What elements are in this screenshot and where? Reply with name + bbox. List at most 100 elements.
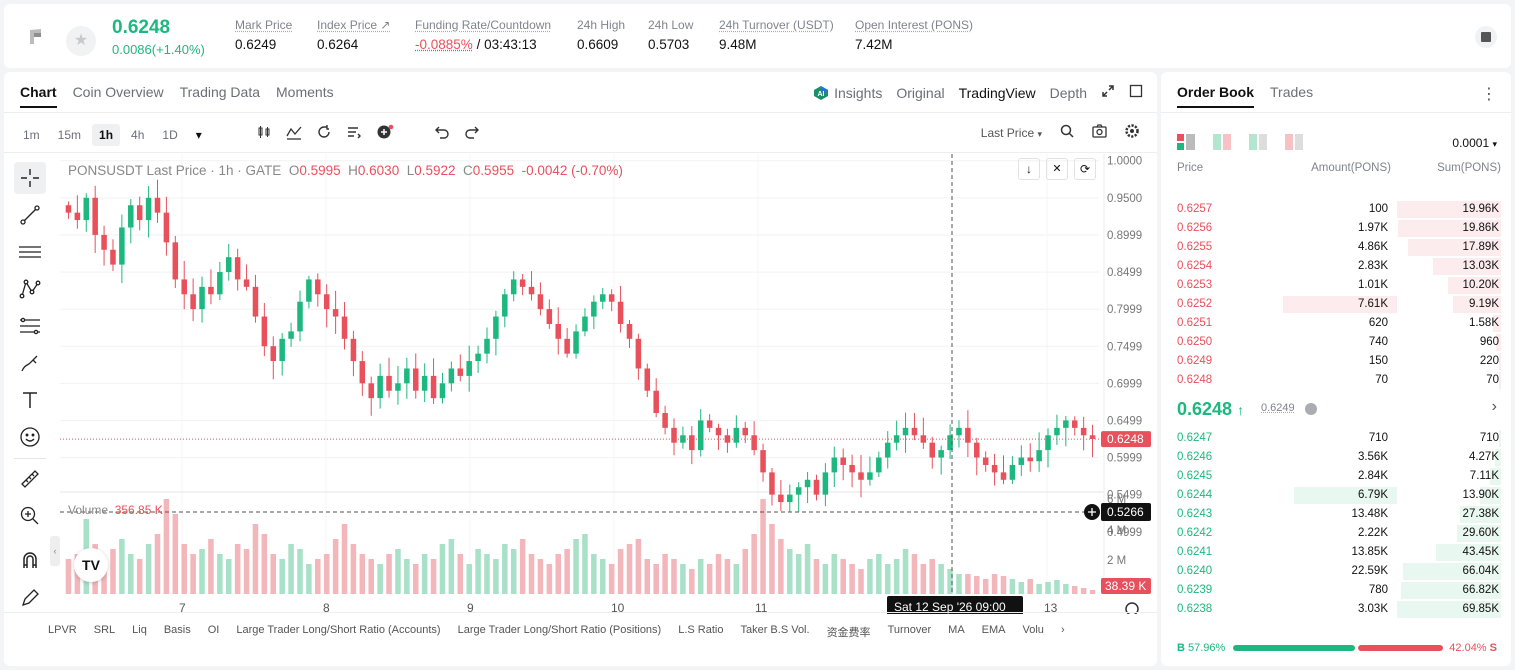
- ask-row[interactable]: 0.6254 2.83K 13.03K: [1161, 257, 1511, 276]
- emoji-tool-icon[interactable]: [14, 421, 46, 453]
- brush-tool-icon[interactable]: [14, 347, 46, 379]
- indicator-taker-vol[interactable]: Taker B.S Vol.: [740, 624, 810, 636]
- tab-order-book[interactable]: Order Book: [1177, 84, 1255, 108]
- stat-label[interactable]: Funding Rate/Countdown: [415, 18, 552, 32]
- templates-icon[interactable]: [346, 124, 362, 143]
- indicator-srl[interactable]: SRL: [93, 624, 116, 636]
- horizontal-lines-tool-icon[interactable]: [14, 236, 46, 268]
- bid-row[interactable]: 0.6244 6.79K 13.90K: [1161, 486, 1511, 505]
- trend-line-tool-icon[interactable]: [14, 199, 46, 231]
- candle-body: [697, 420, 704, 451]
- indicator-liq[interactable]: Liq: [132, 624, 147, 636]
- mark-info-icon[interactable]: [1305, 403, 1317, 415]
- bid-row[interactable]: 0.6246 3.56K 4.27K: [1161, 448, 1511, 467]
- tab-tradingview[interactable]: TradingView: [958, 84, 1036, 101]
- stat-label[interactable]: 24h Turnover (USDT): [719, 18, 834, 32]
- ask-row[interactable]: 0.6252 7.61K 9.19K: [1161, 295, 1511, 314]
- chevron-right-icon[interactable]: ›: [1060, 624, 1065, 636]
- indicators-icon[interactable]: [286, 124, 302, 143]
- pencil-lock-icon[interactable]: [14, 582, 46, 614]
- bid-row[interactable]: 0.6241 13.85K 43.45K: [1161, 543, 1511, 562]
- ask-row[interactable]: 0.6256 1.97K 19.86K: [1161, 219, 1511, 238]
- indicator-funding-rate[interactable]: 资金费率: [826, 627, 871, 639]
- price-chart[interactable]: 1.0000 0.9500 0.8999 0.8499 0.7999 0.7499 0.69…: [54, 154, 1157, 614]
- search-icon[interactable]: [1060, 124, 1074, 141]
- indicator-volume[interactable]: Volu: [1022, 624, 1044, 636]
- ask-row[interactable]: 0.6250 740 960: [1161, 333, 1511, 352]
- bid-row[interactable]: 0.6240 22.59K 66.04K: [1161, 562, 1511, 581]
- magnet-icon[interactable]: [14, 545, 46, 577]
- expand-icon[interactable]: [1101, 84, 1115, 101]
- bid-row[interactable]: 0.6238 3.03K 69.85K: [1161, 600, 1511, 619]
- indicator-lpvr[interactable]: LPVR: [48, 624, 77, 636]
- tab-original[interactable]: Original: [896, 84, 945, 101]
- mark-price-small[interactable]: 0.6249: [1261, 402, 1295, 414]
- ask-row[interactable]: 0.6248 70 70: [1161, 371, 1511, 390]
- bid-row[interactable]: 0.6247 710 710: [1161, 429, 1511, 448]
- window-icon[interactable]: [1129, 84, 1143, 101]
- stat-label[interactable]: Index Price ↗: [317, 18, 391, 32]
- tab-moments[interactable]: Moments: [276, 84, 334, 100]
- add-indicator-icon[interactable]: [376, 124, 396, 143]
- indicator-ls-ratio[interactable]: L.S Ratio: [678, 624, 724, 636]
- refresh-icon[interactable]: ⟳: [1074, 158, 1096, 180]
- camera-icon[interactable]: [1092, 124, 1107, 141]
- indicator-ls-positions[interactable]: Large Trader Long/Short Ratio (Positions…: [457, 624, 662, 636]
- ask-row[interactable]: 0.6249 150 220: [1161, 352, 1511, 371]
- undo-icon[interactable]: [434, 124, 450, 143]
- text-tool-icon[interactable]: [14, 384, 46, 416]
- indicator-ls-accounts[interactable]: Large Trader Long/Short Ratio (Accounts): [236, 624, 441, 636]
- bid-row[interactable]: 0.6245 2.84K 7.11K: [1161, 467, 1511, 486]
- bid-row[interactable]: 0.6239 780 66.82K: [1161, 581, 1511, 600]
- axis-settings-icon[interactable]: [1125, 602, 1139, 614]
- redo-icon[interactable]: [464, 124, 480, 143]
- timeframe-15m[interactable]: 15m: [57, 128, 82, 142]
- tab-chart[interactable]: Chart: [20, 84, 57, 108]
- replay-icon[interactable]: [316, 124, 332, 143]
- collapse-icon[interactable]: ✕: [1046, 158, 1068, 180]
- gear-icon[interactable]: [1125, 124, 1139, 141]
- notes-icon[interactable]: [1475, 26, 1497, 48]
- collapse-toolbar-handle[interactable]: ‹: [50, 536, 60, 566]
- favorite-star-icon[interactable]: ★: [66, 26, 96, 56]
- layout-split-icon[interactable]: [1213, 134, 1231, 150]
- price-source-select[interactable]: Last Price ▾: [980, 125, 1042, 140]
- ask-row[interactable]: 0.6253 1.01K 10.20K: [1161, 276, 1511, 295]
- fib-tool-icon[interactable]: [14, 310, 46, 342]
- pattern-tool-icon[interactable]: [14, 273, 46, 305]
- stat-label[interactable]: Open Interest (PONS): [855, 18, 974, 32]
- layout-bids-icon[interactable]: [1249, 134, 1267, 150]
- funding-rate[interactable]: -0.0885%: [415, 37, 473, 52]
- timeframe-1m[interactable]: 1m: [23, 128, 40, 142]
- indicator-basis[interactable]: Basis: [163, 624, 191, 636]
- timeframe-4h[interactable]: 4h: [131, 128, 145, 142]
- chevron-down-icon[interactable]: ▾: [195, 128, 202, 142]
- timeframe-1h[interactable]: 1h: [92, 124, 121, 146]
- precision-select[interactable]: 0.0001 ▾: [1452, 136, 1497, 150]
- arrow-down-icon[interactable]: ↓: [1018, 158, 1040, 180]
- crosshair-tool-icon[interactable]: [14, 162, 46, 194]
- candle-type-icon[interactable]: [256, 124, 272, 143]
- indicator-turnover[interactable]: Turnover: [887, 624, 932, 636]
- insights-button[interactable]: AI Insights: [813, 85, 882, 101]
- indicator-ma[interactable]: MA: [948, 624, 965, 636]
- ruler-tool-icon[interactable]: [14, 463, 46, 495]
- ask-row[interactable]: 0.6251 620 1.58K: [1161, 314, 1511, 333]
- tab-depth[interactable]: Depth: [1049, 84, 1087, 101]
- ask-row[interactable]: 0.6255 4.86K 17.89K: [1161, 238, 1511, 257]
- bid-row[interactable]: 0.6242 2.22K 29.60K: [1161, 524, 1511, 543]
- tab-trades[interactable]: Trades: [1270, 84, 1314, 100]
- stat-label[interactable]: Mark Price: [235, 18, 293, 32]
- ask-row[interactable]: 0.6257 100 19.96K: [1161, 200, 1511, 219]
- timeframe-1d[interactable]: 1D: [162, 128, 178, 142]
- tab-coin-overview[interactable]: Coin Overview: [72, 84, 164, 100]
- zoom-in-icon[interactable]: [14, 500, 46, 532]
- layout-asks-icon[interactable]: [1285, 134, 1303, 150]
- indicator-ema[interactable]: EMA: [981, 624, 1006, 636]
- more-icon[interactable]: ⋮: [1481, 86, 1497, 103]
- layout-both-icon[interactable]: [1177, 134, 1195, 150]
- indicator-oi[interactable]: OI: [207, 624, 220, 636]
- bid-row[interactable]: 0.6243 13.48K 27.38K: [1161, 505, 1511, 524]
- chevron-right-icon[interactable]: ›: [1491, 398, 1497, 415]
- tab-trading-data[interactable]: Trading Data: [179, 84, 261, 100]
